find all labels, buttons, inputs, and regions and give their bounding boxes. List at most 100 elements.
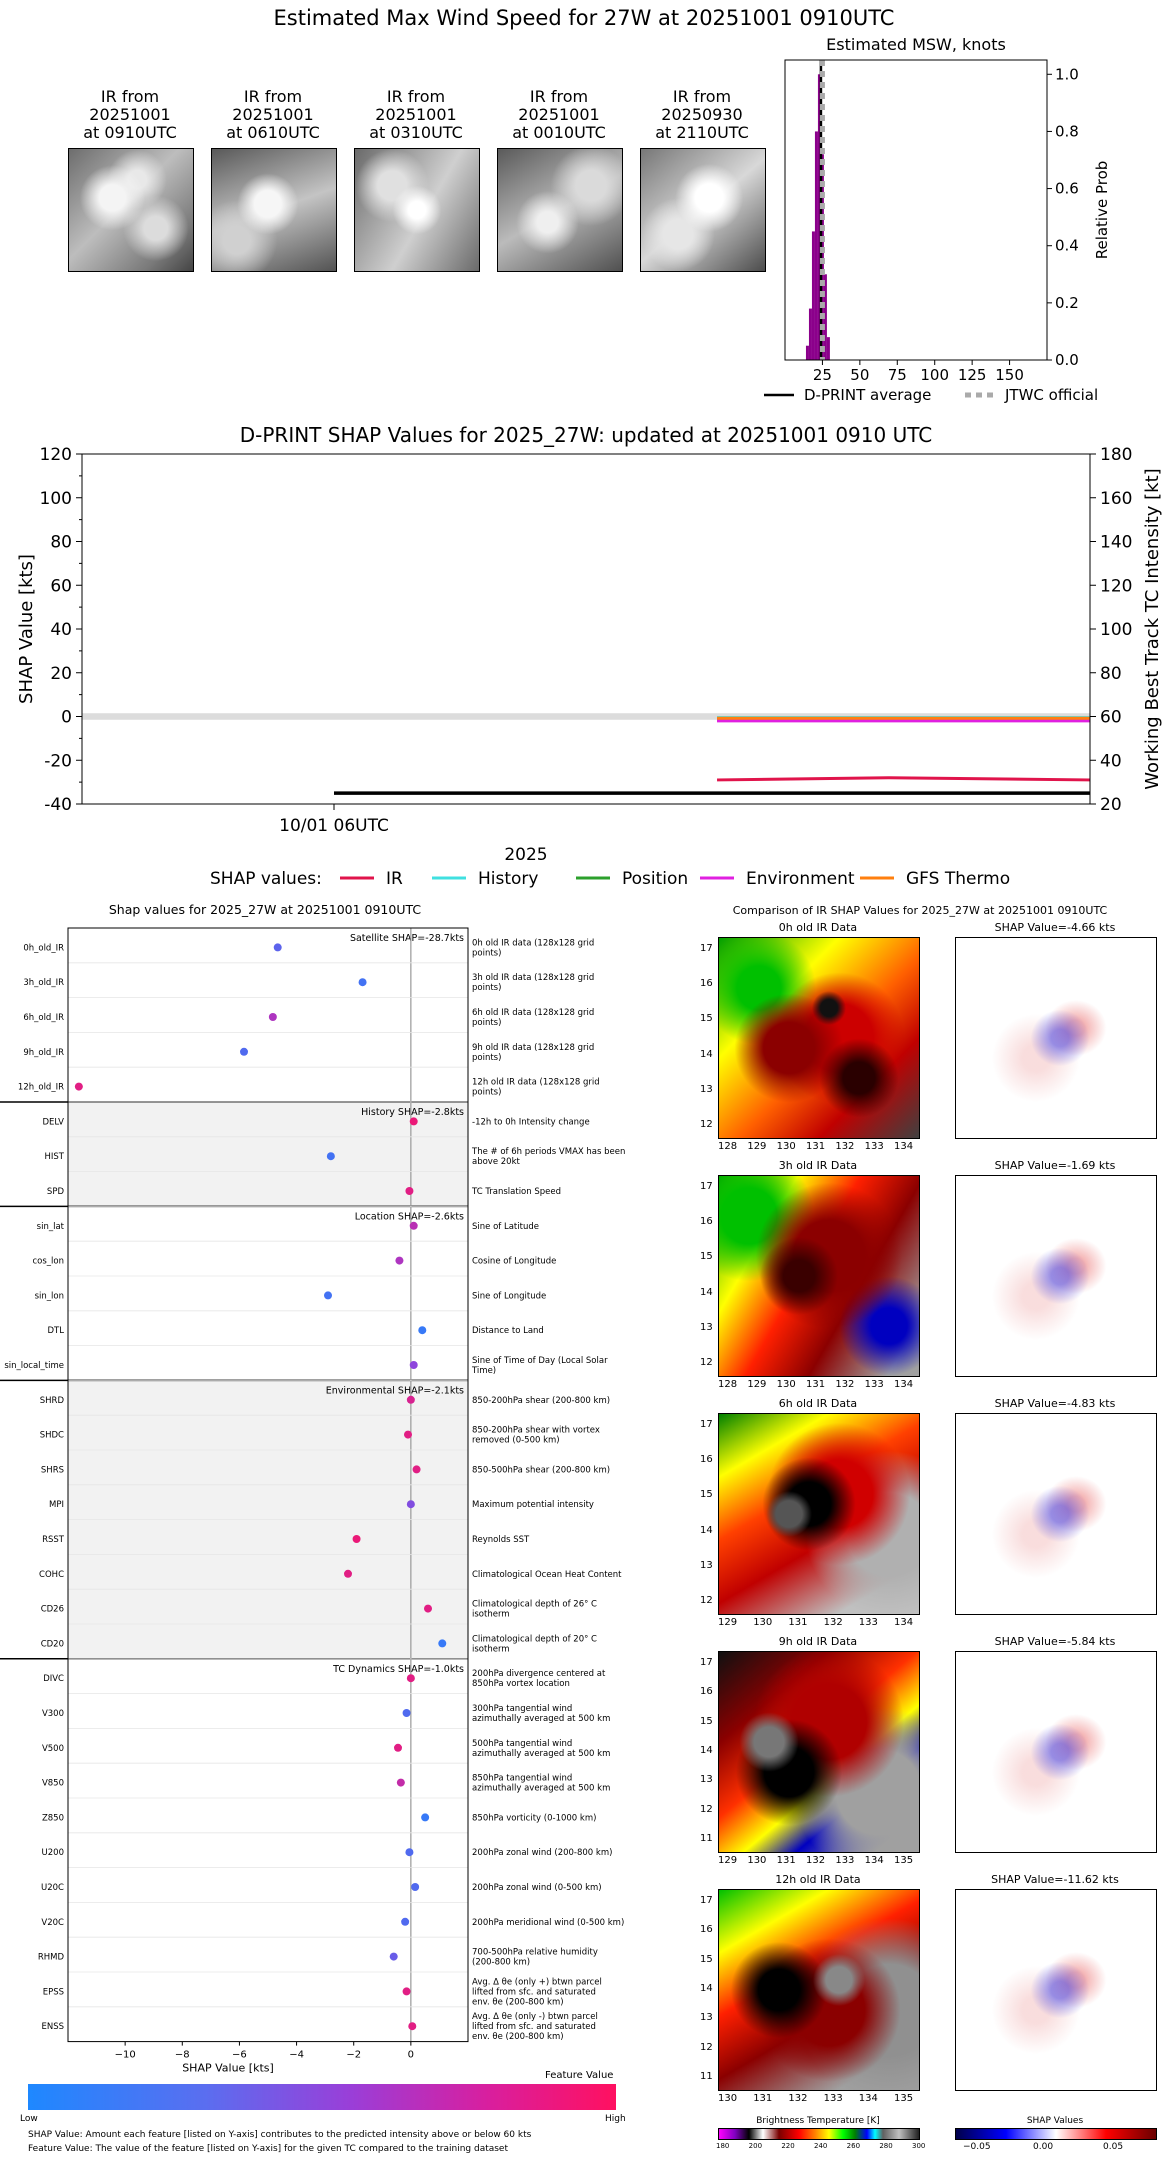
- ir-ytick-label: 12: [700, 1357, 713, 1368]
- ir-ytick-label: 13: [700, 1321, 713, 1333]
- ir-ytick-label: 16: [700, 1686, 713, 1698]
- feature-point: [74, 1082, 83, 1091]
- ir-xtick-label: 133: [858, 1617, 878, 1628]
- feature-description: Distance to Land: [472, 1326, 544, 1336]
- bt-tick-label: 180: [716, 2142, 730, 2150]
- msw-histogram: Estimated MSW, knots 25 50 75 100 125 150 0.0 0.…: [764, 35, 1111, 404]
- colorbar-low: Low: [20, 2114, 38, 2124]
- shap-tick-label: 0.00: [1033, 2142, 1054, 2152]
- ir-xtick-label: 131: [753, 2093, 773, 2104]
- ts-ytick-label: -20: [44, 751, 72, 771]
- feature-point: [402, 1987, 411, 1996]
- feature-description: Avg. Δ θe (only +) btwn parcel lifted fro…: [472, 1977, 602, 2007]
- feature-point: [438, 1639, 447, 1648]
- feature-description: Sine of Time of Day (Local Solar Time): [471, 1356, 608, 1376]
- feature-point: [358, 978, 367, 987]
- footnote-shap: SHAP Value: Amount each feature [listed …: [28, 2130, 532, 2140]
- ts-ytick-label: 120: [40, 445, 72, 465]
- hist-bar: [805, 345, 809, 360]
- hist-bar: [820, 154, 824, 360]
- ir-ytick-label: 15: [700, 1489, 713, 1501]
- thumb-caption-line1: IR from: [672, 87, 732, 106]
- feature-name: U200: [42, 1848, 64, 1858]
- ir-xtick-label: 133: [835, 1855, 855, 1866]
- ts-y2tick-label: 20: [1100, 795, 1122, 815]
- legend-label-environment: Environment: [746, 869, 855, 889]
- ir-ytick-label: 14: [700, 1048, 713, 1060]
- feature-name: DIVC: [43, 1674, 64, 1684]
- thumb-caption-line2: 20251001: [232, 105, 314, 124]
- feature-description: The # of 6h periods VMAX has been above 2…: [471, 1147, 625, 1167]
- feature-description: 850hPa vorticity (0-1000 km): [472, 1813, 596, 1823]
- main-title: Estimated Max Wind Speed for 27W at 2025…: [273, 6, 895, 30]
- ir-image-panel: [718, 1175, 920, 1377]
- ir-ytick-label: 11: [700, 1833, 713, 1844]
- ts-y2tick-label: 140: [1100, 533, 1132, 553]
- shap-colorbar: [955, 2128, 1157, 2140]
- feature-point: [401, 1917, 410, 1926]
- ts-ytick-label: 20: [50, 664, 72, 684]
- feature-point: [406, 1500, 415, 1509]
- feature-colorbar: [28, 2084, 616, 2110]
- feature-description: 6h old IR data (128x128 grid points): [472, 1008, 594, 1028]
- ts-ytick-label: 0: [61, 708, 72, 728]
- shap-timeseries-chart: D-PRINT SHAP Values for 2025_27W: update…: [16, 423, 1163, 889]
- hist-title: Estimated MSW, knots: [826, 35, 1006, 54]
- feature-name: SPD: [47, 1187, 65, 1197]
- hist-ytick-label: 0.2: [1055, 294, 1079, 312]
- ir-panel-title: 0h old IR Data: [778, 921, 858, 934]
- feature-name: V300: [42, 1709, 64, 1719]
- ts-y2label: Working Best Track TC Intensity [kt]: [1142, 468, 1163, 789]
- shap-tick-label: −0.05: [963, 2142, 991, 2152]
- footnote-feature: Feature Value: The value of the feature …: [28, 2144, 509, 2154]
- thumb-caption-line3: at 0610UTC: [226, 123, 320, 142]
- ir-thumbnail: [640, 148, 766, 272]
- legend-label-history: History: [478, 869, 538, 889]
- feature-name: CD26: [41, 1605, 64, 1615]
- feature-description: 700-500hPa relative humidity (200-800 km): [472, 1948, 598, 1968]
- ts-y2tick-label: 180: [1100, 445, 1132, 465]
- feature-point: [405, 1848, 414, 1857]
- ir-panel-title: 12h old IR Data: [775, 1873, 861, 1886]
- ir-compare-title: Comparison of IR SHAP Values for 2025_27…: [732, 904, 1108, 917]
- thumb-caption-line2: 20250930: [661, 105, 743, 124]
- hist-ytick-label: 0.6: [1055, 180, 1079, 198]
- ts-frame: [81, 453, 1091, 805]
- ts-y2tick-label: 100: [1100, 620, 1132, 640]
- feature-point: [409, 1361, 418, 1369]
- ir-xtick-label: 130: [776, 1141, 796, 1152]
- ir-xtick-label: 133: [823, 2093, 843, 2104]
- thumb-caption-line2: 20251001: [89, 105, 171, 124]
- thumb-caption-line3: at 0010UTC: [512, 123, 606, 142]
- ir-ytick-label: 17: [700, 1895, 713, 1906]
- feature-name: RHMD: [38, 1953, 65, 1963]
- feature-name: sin_lat: [37, 1222, 65, 1232]
- ts-y2tick-label: 60: [1100, 708, 1122, 728]
- bt-tick-label: 220: [781, 2142, 795, 2150]
- group-label: History SHAP=-2.8kts: [361, 1107, 464, 1118]
- ir-xtick-label: 132: [835, 1141, 855, 1152]
- ir-ytick-label: 16: [700, 1454, 713, 1466]
- ir-xtick-label: 131: [776, 1855, 796, 1866]
- shap-colorbar-label: SHAP Values: [1026, 2116, 1084, 2126]
- ir-ytick-label: 15: [700, 1953, 713, 1965]
- feature-name: COHC: [39, 1570, 64, 1580]
- ts-y2tick-label: 160: [1100, 489, 1132, 509]
- shap-map-panel: [955, 1175, 1157, 1377]
- ir-image-panel: [718, 937, 920, 1139]
- shap-tick-label: 0.05: [1103, 2142, 1124, 2152]
- ir-ytick-label: 17: [700, 1657, 713, 1668]
- feature-name: V850: [42, 1779, 64, 1789]
- thumb-caption-line3: at 2110UTC: [655, 123, 749, 142]
- ir-ytick-label: 12: [700, 2041, 713, 2053]
- ts-ytick-label: 40: [50, 620, 72, 640]
- bee-xlabel: SHAP Value [kts]: [182, 2062, 274, 2075]
- ir-thumbnail: [211, 148, 337, 272]
- ir-ytick-label: 15: [700, 1715, 713, 1727]
- thumb-caption-line1: IR from: [243, 87, 303, 106]
- feature-name: 6h_old_IR: [23, 1013, 64, 1023]
- feature-name: 3h_old_IR: [23, 978, 64, 988]
- feature-name: Z850: [42, 1813, 64, 1823]
- ir-xtick-label: 134: [864, 1855, 884, 1866]
